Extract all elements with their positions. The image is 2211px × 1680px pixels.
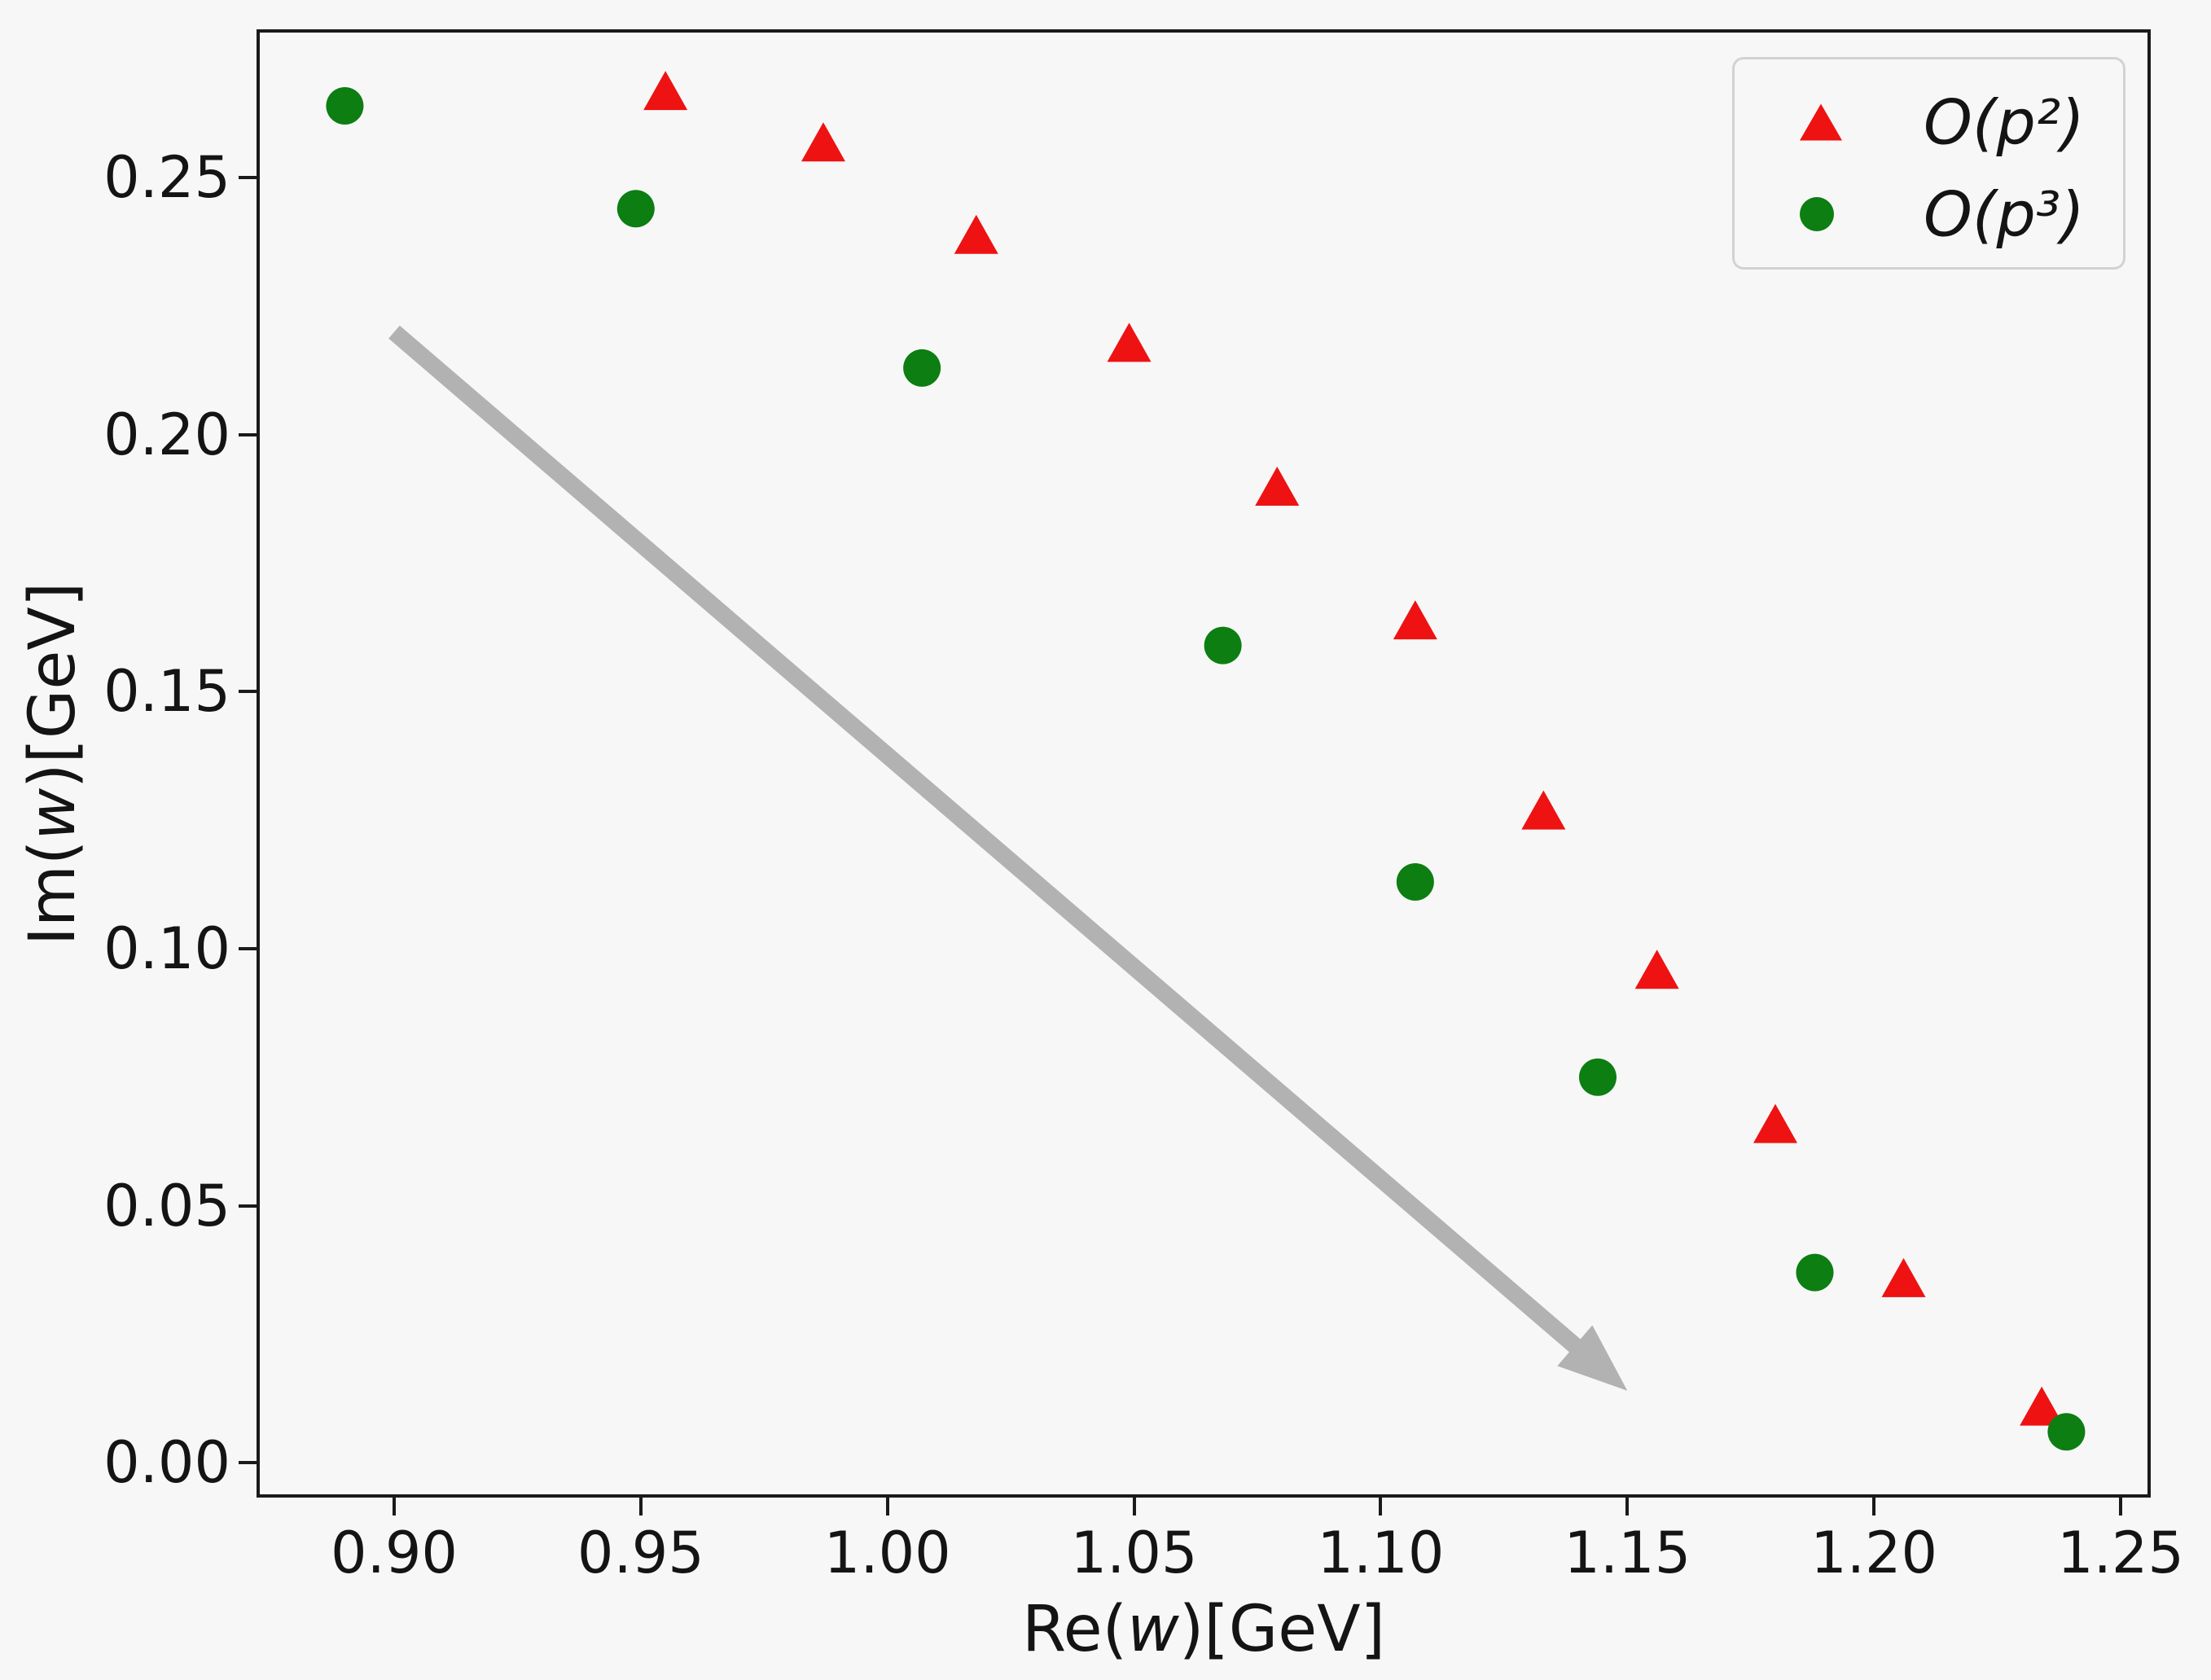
x-axis-label-var: w	[1127, 1593, 1179, 1666]
y-tick	[239, 176, 257, 180]
x-tick	[638, 1498, 643, 1516]
x-tick-label: 1.25	[2057, 1520, 2184, 1586]
x-axis-label: Re(w)[GeV]	[1022, 1593, 1385, 1666]
x-tick-label: 1.20	[1810, 1520, 1938, 1586]
x-tick-label: 0.90	[331, 1520, 458, 1586]
x-tick-label: 1.15	[1564, 1520, 1691, 1586]
y-axis-label: Im(w)[GeV]	[16, 581, 90, 945]
legend-triangle-marker-icon	[1800, 103, 1842, 141]
legend-row-op3: O(p³)	[1735, 169, 2123, 259]
x-tick	[1132, 1498, 1136, 1516]
y-tick-label: 0.10	[103, 915, 230, 982]
y-tick	[239, 1204, 257, 1208]
legend-label-op2: O(p²)	[1924, 86, 2085, 159]
x-tick	[885, 1498, 889, 1516]
y-tick	[239, 1461, 257, 1465]
x-axis-label-post: )[GeV]	[1178, 1593, 1386, 1666]
legend: O(p²) O(p³)	[1732, 57, 2125, 270]
x-tick	[1872, 1498, 1876, 1516]
y-tick	[239, 690, 257, 694]
y-tick-label: 0.15	[103, 658, 230, 726]
y-tick-label: 0.20	[103, 401, 230, 468]
x-tick	[1379, 1498, 1383, 1516]
y-tick-label: 0.25	[103, 144, 230, 212]
legend-label-op3: O(p³)	[1924, 178, 2085, 251]
y-axis-label-var: w	[16, 787, 90, 840]
y-tick-label: 0.05	[103, 1172, 230, 1239]
x-axis-label-pre: Re(	[1021, 1593, 1128, 1666]
legend-circle-marker-icon	[1800, 197, 1834, 231]
y-tick-label: 0.00	[103, 1429, 230, 1497]
y-tick	[239, 432, 257, 436]
x-tick-label: 0.95	[577, 1520, 704, 1586]
x-tick-label: 1.05	[1070, 1520, 1198, 1586]
x-tick-label: 1.10	[1317, 1520, 1445, 1586]
x-tick-label: 1.00	[823, 1520, 951, 1586]
legend-row-op2: O(p²)	[1735, 77, 2123, 167]
x-tick	[392, 1498, 396, 1516]
x-tick	[2119, 1498, 2123, 1516]
y-tick	[239, 947, 257, 950]
x-tick	[1625, 1498, 1630, 1516]
plot-area	[257, 29, 2151, 1498]
